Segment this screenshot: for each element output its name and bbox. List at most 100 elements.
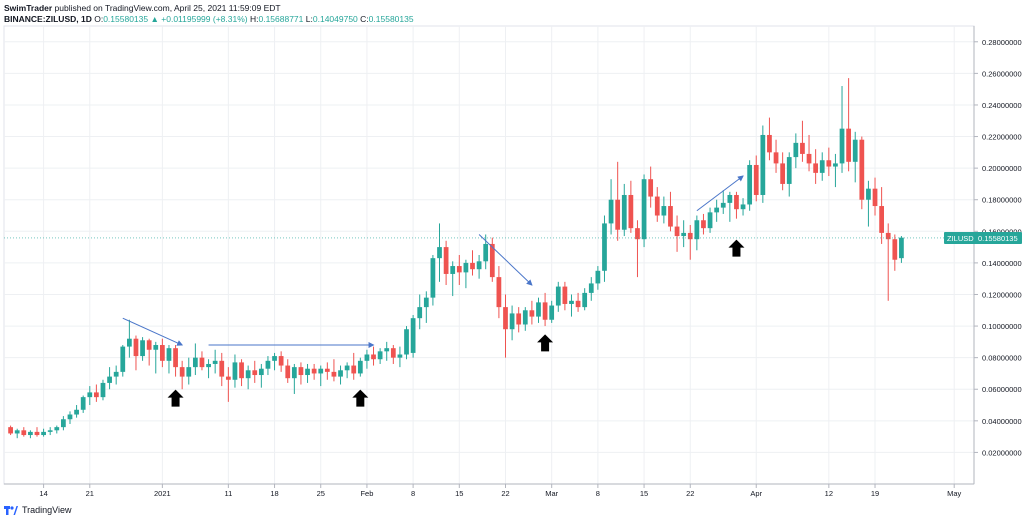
candle-up[interactable]: [80, 395, 86, 413]
candle-down[interactable]: [179, 360, 185, 390]
candle-up[interactable]: [430, 255, 436, 306]
tradingview-logo-icon[interactable]: [4, 505, 18, 515]
candle-down[interactable]: [371, 346, 376, 366]
candle-down[interactable]: [21, 427, 27, 437]
candle-up[interactable]: [899, 236, 904, 263]
candle-down[interactable]: [615, 161, 621, 241]
trend-arrow[interactable]: [696, 175, 744, 212]
candle-up[interactable]: [113, 365, 119, 385]
candle-up[interactable]: [595, 266, 601, 290]
candle-up[interactable]: [357, 357, 363, 377]
candle-up[interactable]: [437, 223, 442, 282]
candle-down[interactable]: [668, 191, 673, 232]
candle-down[interactable]: [859, 136, 865, 210]
candle-up[interactable]: [740, 198, 746, 216]
candle-down[interactable]: [806, 134, 812, 172]
candle-down[interactable]: [199, 351, 205, 371]
candle-up[interactable]: [621, 183, 627, 237]
candle-up[interactable]: [727, 191, 733, 222]
candle-up[interactable]: [258, 363, 264, 388]
candle-up[interactable]: [681, 220, 687, 248]
candle-down[interactable]: [173, 345, 178, 377]
candle-up[interactable]: [786, 152, 792, 197]
trend-arrow[interactable]: [122, 317, 184, 346]
candle-up[interactable]: [582, 288, 588, 311]
candle-up[interactable]: [14, 428, 20, 439]
candle-up[interactable]: [87, 386, 93, 406]
candle-up[interactable]: [463, 259, 469, 289]
candle-up[interactable]: [318, 365, 324, 387]
candle-up[interactable]: [522, 307, 528, 331]
candle-down[interactable]: [800, 120, 805, 162]
candle-up[interactable]: [384, 341, 390, 361]
candle-down[interactable]: [648, 166, 654, 208]
candle-down[interactable]: [503, 294, 508, 358]
candle-up[interactable]: [410, 315, 416, 358]
candle-up[interactable]: [272, 352, 277, 371]
candle-up[interactable]: [866, 180, 871, 227]
candle-down[interactable]: [628, 180, 634, 233]
candle-down[interactable]: [331, 359, 337, 382]
price-label[interactable]: ZILUSD 0.15580135: [944, 231, 1022, 244]
candle-up[interactable]: [41, 428, 46, 437]
candle-down[interactable]: [773, 139, 779, 173]
candle-up[interactable]: [793, 133, 799, 169]
candle-up[interactable]: [265, 356, 271, 376]
candle-up[interactable]: [694, 215, 700, 251]
candle-up[interactable]: [417, 294, 423, 330]
candle-down[interactable]: [687, 224, 693, 260]
candle-up[interactable]: [423, 291, 429, 323]
candle-up[interactable]: [747, 160, 753, 211]
candle-up[interactable]: [344, 362, 350, 379]
candle-up[interactable]: [305, 363, 310, 383]
candle-down[interactable]: [780, 152, 786, 191]
candle-up[interactable]: [377, 348, 383, 364]
candle-up[interactable]: [47, 427, 53, 436]
candle-up[interactable]: [661, 196, 667, 224]
candle-up[interactable]: [186, 357, 192, 385]
candle-down[interactable]: [390, 345, 396, 364]
candle-up[interactable]: [232, 354, 238, 388]
candle-up[interactable]: [549, 300, 555, 323]
candle-up[interactable]: [555, 281, 561, 312]
candle-up[interactable]: [833, 153, 838, 188]
candle-down[interactable]: [456, 255, 462, 286]
candle-down[interactable]: [846, 78, 852, 172]
candle-down[interactable]: [872, 177, 878, 216]
candle-down[interactable]: [635, 220, 640, 278]
candle-up[interactable]: [120, 345, 126, 377]
candle-down[interactable]: [529, 300, 535, 325]
candle-up[interactable]: [74, 405, 79, 418]
candle-up[interactable]: [714, 199, 720, 222]
candle-up[interactable]: [852, 131, 858, 183]
candle-up[interactable]: [819, 152, 825, 181]
candle-up[interactable]: [338, 365, 343, 385]
candle-up[interactable]: [140, 337, 145, 361]
candle-down[interactable]: [489, 237, 495, 282]
candle-up[interactable]: [536, 297, 541, 323]
candle-up[interactable]: [397, 346, 403, 368]
footer-brand[interactable]: TradingView: [22, 505, 72, 515]
candle-down[interactable]: [767, 117, 772, 161]
candle-up[interactable]: [61, 416, 66, 431]
candle-down[interactable]: [225, 367, 231, 402]
candle-down[interactable]: [443, 240, 449, 286]
candle-down[interactable]: [146, 338, 152, 366]
candle-up[interactable]: [126, 319, 132, 358]
candle-up[interactable]: [404, 326, 409, 360]
candle-down[interactable]: [298, 362, 304, 385]
candle-down[interactable]: [562, 281, 568, 311]
candle-down[interactable]: [575, 292, 581, 312]
candle-up[interactable]: [641, 174, 647, 248]
candle-down[interactable]: [516, 307, 522, 333]
candle-down[interactable]: [252, 360, 258, 383]
candle-down[interactable]: [239, 359, 244, 387]
candle-down[interactable]: [311, 363, 317, 380]
candle-down[interactable]: [324, 362, 330, 380]
candle-down[interactable]: [496, 266, 502, 319]
candle-up[interactable]: [54, 425, 60, 434]
candle-up[interactable]: [509, 305, 515, 341]
candle-up[interactable]: [364, 349, 370, 369]
candle-down[interactable]: [892, 234, 898, 271]
